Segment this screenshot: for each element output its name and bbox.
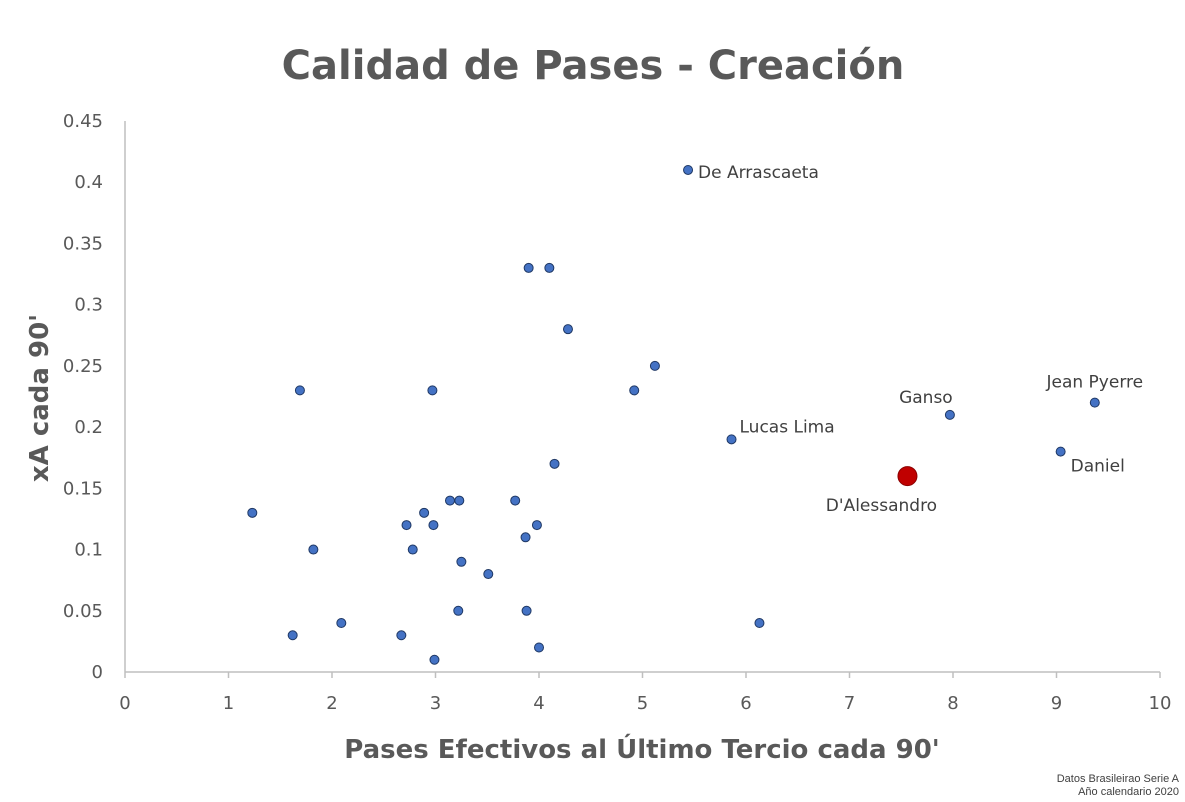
point-label: Lucas Lima xyxy=(740,417,835,437)
x-tick-label: 3 xyxy=(430,693,441,714)
point-labels: De Arrascaeta Jean Pyerre Ganso Lucas Lima D… xyxy=(698,163,1143,516)
data-point xyxy=(483,569,494,580)
x-tick-label: 4 xyxy=(533,693,544,714)
data-point xyxy=(534,642,544,653)
y-tick-label: 0 xyxy=(92,662,103,683)
data-point xyxy=(531,520,542,531)
y-tick-label: 0.3 xyxy=(74,295,103,316)
y-tick-label: 0.25 xyxy=(63,356,103,377)
data-point xyxy=(336,618,347,629)
data-point xyxy=(456,556,467,567)
data-point xyxy=(454,495,465,506)
data-point xyxy=(544,262,555,273)
point-label: Ganso xyxy=(899,388,953,408)
data-point xyxy=(444,495,455,506)
y-tick-label: 0.45 xyxy=(63,111,103,132)
y-tick-label: 0.05 xyxy=(63,601,103,622)
source-line-1: Datos Brasileirao Serie A xyxy=(1056,773,1179,785)
data-point xyxy=(453,605,464,616)
x-tick-label: 10 xyxy=(1149,693,1172,714)
source-line-2: Año calendario 2020 xyxy=(1078,786,1179,798)
y-tick-label: 0.4 xyxy=(74,172,103,193)
data-point xyxy=(683,164,694,175)
x-tick-label: 0 xyxy=(119,693,130,714)
data-point xyxy=(428,520,439,531)
data-point xyxy=(649,360,660,371)
y-tick-label: 0.1 xyxy=(74,540,103,561)
y-tick-label: 0.2 xyxy=(74,417,103,438)
y-tick-label: 0.15 xyxy=(63,478,103,499)
x-tick-label: 1 xyxy=(223,693,234,714)
x-tick-label: 6 xyxy=(740,693,751,714)
x-tick-label: 9 xyxy=(1051,693,1062,714)
chart-title: Calidad de Pases - Creación xyxy=(282,43,905,89)
data-point xyxy=(427,385,438,396)
x-tick-label: 8 xyxy=(947,693,958,714)
data-point xyxy=(247,507,258,518)
data-point xyxy=(294,385,305,396)
x-tick-label: 5 xyxy=(637,693,648,714)
data-point xyxy=(726,434,737,445)
tick-labels: 0 1 2 3 4 5 6 7 8 9 10 0 0.05 0.1 0.15 0.2 0.25 0.3 0.35 0.… xyxy=(63,111,1172,714)
point-label: Jean Pyerre xyxy=(1045,373,1143,393)
y-axis-title: xA cada 90' xyxy=(25,314,55,482)
data-point xyxy=(429,654,440,665)
data-point xyxy=(1089,397,1100,408)
x-axis-title: Pases Efectivos al Último Tercio cada 90… xyxy=(344,733,940,765)
data-point xyxy=(308,544,319,555)
data-point xyxy=(521,605,532,616)
data-point xyxy=(754,618,765,629)
point-label: Daniel xyxy=(1071,457,1125,477)
data-point xyxy=(401,520,412,531)
point-label: De Arrascaeta xyxy=(698,163,819,183)
data-point xyxy=(523,262,534,273)
data-point xyxy=(944,409,955,420)
data-point xyxy=(562,324,573,335)
data-point xyxy=(510,495,521,506)
y-tick-label: 0.35 xyxy=(63,233,103,254)
data-point xyxy=(407,544,418,555)
data-point xyxy=(1055,446,1066,457)
data-point xyxy=(549,458,560,469)
axes xyxy=(124,121,1161,678)
data-point xyxy=(396,630,407,641)
source-note: Datos Brasileirao Serie A Año calendario… xyxy=(1057,773,1179,799)
highlight-label: D'Alessandro xyxy=(826,496,937,516)
data-point xyxy=(419,507,430,518)
x-tick-label: 2 xyxy=(326,693,337,714)
data-points xyxy=(247,164,1100,665)
data-point xyxy=(287,630,298,641)
data-point xyxy=(629,385,640,396)
highlight-point xyxy=(897,466,918,487)
data-point xyxy=(520,532,531,543)
x-tick-label: 7 xyxy=(844,693,855,714)
